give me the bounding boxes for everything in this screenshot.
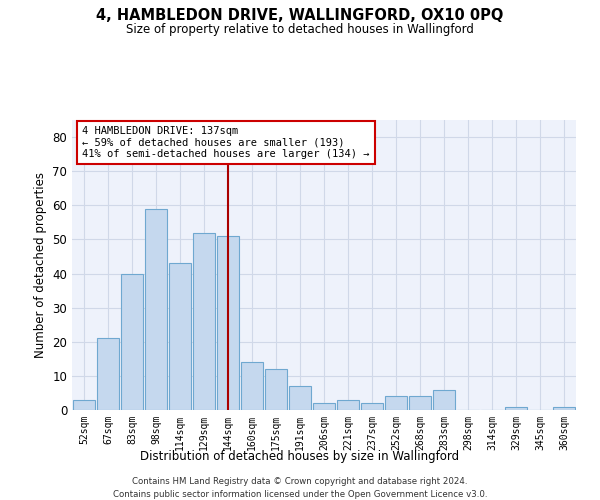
Text: Distribution of detached houses by size in Wallingford: Distribution of detached houses by size … [140,450,460,463]
Bar [337,400,359,410]
Text: Size of property relative to detached houses in Wallingford: Size of property relative to detached ho… [126,22,474,36]
Bar [265,369,287,410]
Bar [169,264,191,410]
Bar [217,236,239,410]
Bar [385,396,407,410]
Text: 4 HAMBLEDON DRIVE: 137sqm
← 59% of detached houses are smaller (193)
41% of semi: 4 HAMBLEDON DRIVE: 137sqm ← 59% of detac… [82,126,370,159]
Bar [433,390,455,410]
Bar [241,362,263,410]
Bar [121,274,143,410]
Text: 4, HAMBLEDON DRIVE, WALLINGFORD, OX10 0PQ: 4, HAMBLEDON DRIVE, WALLINGFORD, OX10 0P… [97,8,503,22]
Text: Contains HM Land Registry data © Crown copyright and database right 2024.: Contains HM Land Registry data © Crown c… [132,478,468,486]
Text: Contains public sector information licensed under the Open Government Licence v3: Contains public sector information licen… [113,490,487,499]
Bar [409,396,431,410]
Bar [193,232,215,410]
Bar [361,403,383,410]
Bar [289,386,311,410]
Bar [505,406,527,410]
Bar [145,208,167,410]
Bar [313,403,335,410]
Bar [553,406,575,410]
Bar [97,338,119,410]
Bar [73,400,95,410]
Y-axis label: Number of detached properties: Number of detached properties [34,172,47,358]
